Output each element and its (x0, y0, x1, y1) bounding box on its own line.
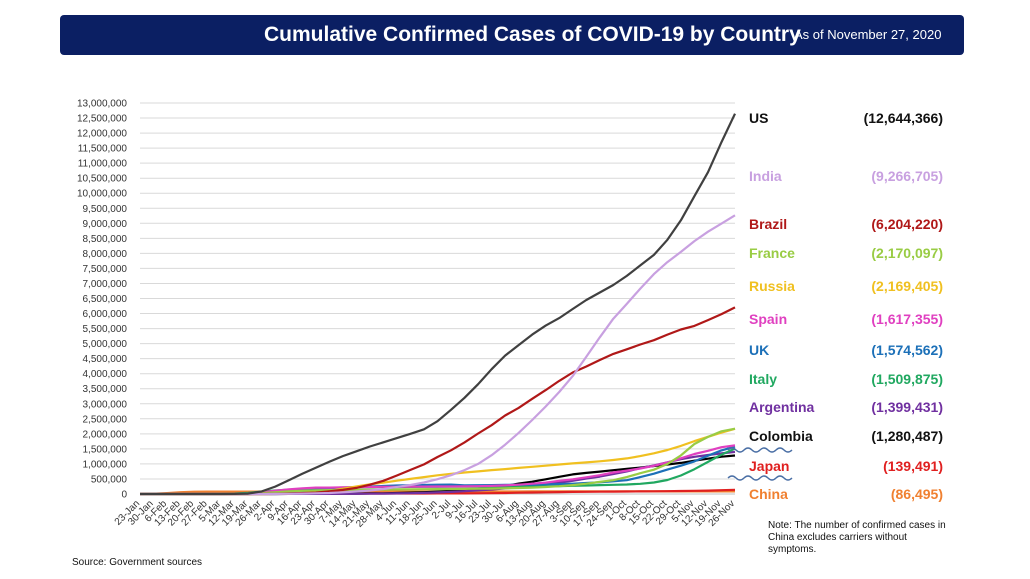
series-line-us (140, 113, 736, 496)
y-tick-label: 1,000,000 (83, 459, 128, 470)
legend-item-us: US (12,644,366) (749, 110, 943, 128)
legend-item-brazil: Brazil (6,204,220) (749, 216, 943, 234)
y-tick-label: 6,000,000 (83, 309, 128, 320)
legend-value: (2,169,405) (871, 278, 943, 294)
legend-value: (6,204,220) (871, 216, 943, 232)
y-tick-label: 8,000,000 (83, 249, 128, 260)
as-of-date: As of November 27, 2020 (794, 27, 942, 42)
y-tick-label: 12,000,000 (77, 129, 127, 140)
legend-item-india: India (9,266,705) (749, 168, 943, 186)
legend-label: Argentina (749, 399, 815, 415)
y-tick-label: 11,000,000 (78, 159, 128, 170)
legend-label: Spain (749, 311, 788, 327)
y-tick-label: 3,500,000 (83, 384, 128, 395)
legend-break-mark (727, 447, 793, 453)
y-tick-label: 5,500,000 (83, 324, 128, 335)
legend-value: (1,574,562) (871, 342, 943, 358)
y-tick-label: 8,500,000 (83, 234, 128, 245)
legend-break-mark (727, 475, 793, 481)
legend-label: France (749, 245, 795, 261)
series-line-spain (140, 444, 736, 496)
legend-item-russia: Russia (2,169,405) (749, 278, 943, 296)
legend-value: (1,280,487) (871, 428, 943, 444)
y-tick-label: 9,500,000 (83, 204, 128, 215)
legend-label: US (749, 110, 769, 126)
y-tick-label: 7,500,000 (83, 264, 128, 275)
y-tick-label: 6,500,000 (83, 294, 128, 305)
y-tick-label: 500,000 (91, 474, 128, 485)
y-tick-label: 11,500,000 (78, 144, 128, 155)
y-tick-label: 0 (121, 490, 127, 501)
legend-value: (139,491) (883, 458, 943, 474)
y-tick-label: 1,500,000 (83, 444, 128, 455)
legend-value: (1,617,355) (871, 311, 943, 327)
legend-item-japan: Japan (139,491) (749, 458, 943, 476)
legend-label: Russia (749, 278, 795, 294)
y-tick-label: 10,500,000 (77, 174, 127, 185)
y-tick-label: 13,000,000 (77, 99, 127, 110)
chart-source: Source: Government sources (72, 557, 203, 568)
legend-value: (12,644,366) (863, 110, 943, 126)
legend-label: Brazil (749, 216, 788, 232)
legend-value: (9,266,705) (871, 168, 943, 184)
legend-label: UK (749, 342, 770, 358)
y-tick-label: 4,000,000 (83, 369, 128, 380)
title-banner: Cumulative Confirmed Cases of COVID-19 b… (60, 15, 964, 55)
legend-label: Japan (749, 458, 790, 474)
legend-item-colombia: Colombia (1,280,487) (749, 428, 943, 446)
legend-label: India (749, 168, 782, 184)
series-line-india (140, 214, 736, 496)
legend-value: (2,170,097) (871, 245, 943, 261)
legend-item-italy: Italy (1,509,875) (749, 371, 943, 389)
y-tick-label: 7,000,000 (83, 279, 128, 290)
chart-title: Cumulative Confirmed Cases of COVID-19 b… (264, 23, 801, 46)
legend-label: Colombia (749, 428, 813, 444)
y-tick-label: 12,500,000 (77, 114, 127, 125)
legend-item-france: France (2,170,097) (749, 245, 943, 263)
chart-note: Note: The number of confirmed cases in C… (768, 520, 946, 555)
legend-label: China (749, 486, 788, 502)
y-tick-label: 10,000,000 (77, 189, 127, 200)
y-tick-label: 4,500,000 (83, 354, 128, 365)
legend-item-spain: Spain (1,617,355) (749, 311, 943, 329)
legend-value: (86,495) (890, 486, 943, 502)
legend-item-argentina: Argentina (1,399,431) (749, 399, 943, 417)
legend-label: Italy (749, 371, 778, 387)
legend-item-china: China (86,495) (749, 486, 943, 504)
y-tick-label: 5,000,000 (83, 339, 128, 350)
legend-value: (1,399,431) (871, 399, 943, 415)
y-tick-label: 3,000,000 (83, 399, 128, 410)
y-tick-label: 2,000,000 (83, 429, 128, 440)
y-tick-label: 2,500,000 (83, 414, 128, 425)
legend-item-uk: UK (1,574,562) (749, 342, 943, 360)
legend-value: (1,509,875) (871, 371, 943, 387)
y-tick-label: 9,000,000 (83, 219, 128, 230)
